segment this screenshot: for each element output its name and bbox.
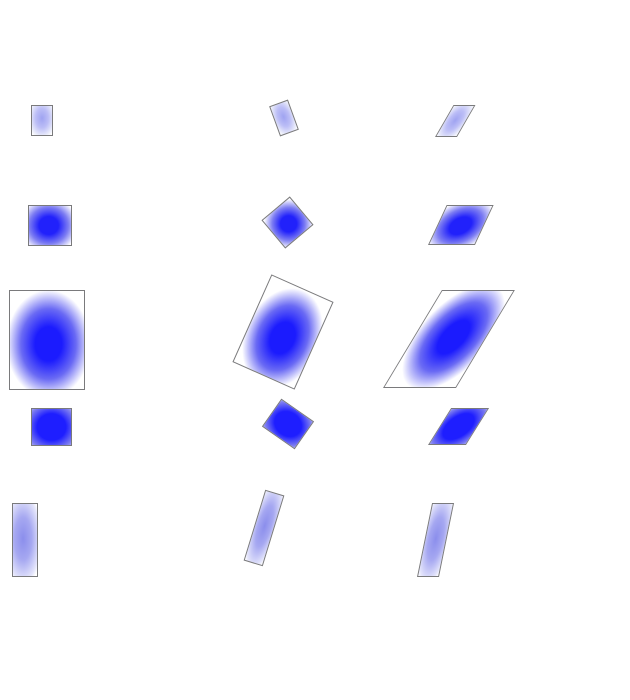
row3-axis-rect-axis-aligned	[9, 290, 85, 390]
row1-axis-rect-axis-aligned	[31, 105, 53, 136]
row2-rotated-rect-rotated	[261, 196, 314, 249]
row4-rotated-rect-rotated	[261, 398, 315, 450]
row5-axis-rect-axis-aligned	[12, 503, 38, 577]
row5-sheared-rect-sheared	[417, 503, 455, 577]
row5-rotated-rect-rotated	[243, 489, 285, 567]
row3-sheared-rect-sheared	[383, 290, 515, 388]
row4-sheared-rect-sheared	[428, 408, 490, 445]
row1-rotated-rect-rotated	[269, 99, 299, 137]
row1-sheared-rect-sheared	[435, 105, 476, 137]
row3-rotated-rect-rotated	[232, 274, 334, 390]
row2-axis-rect-axis-aligned	[28, 205, 72, 246]
row4-axis-rect-axis-aligned	[31, 408, 72, 446]
row2-sheared-rect-sheared	[428, 205, 494, 245]
